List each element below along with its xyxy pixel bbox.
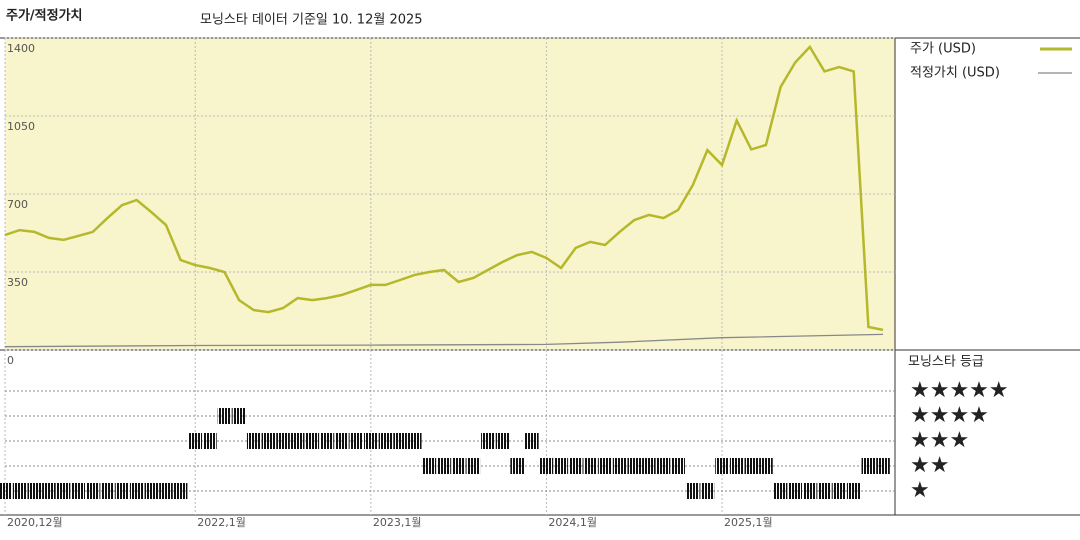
x-tick-label: 2020,12월 bbox=[7, 516, 63, 529]
rating-bar bbox=[129, 483, 144, 499]
rating-label: ★★★★★ bbox=[910, 378, 1009, 403]
x-tick-label: 2023,1월 bbox=[373, 516, 422, 529]
rating-bar bbox=[27, 483, 42, 499]
rating-bar bbox=[612, 458, 627, 474]
rating-bar bbox=[407, 433, 422, 449]
rating-bar bbox=[788, 483, 803, 499]
rating-bar bbox=[0, 483, 12, 499]
y-tick-label: 0 bbox=[7, 354, 14, 367]
rating-bar bbox=[832, 483, 846, 499]
rating-bar bbox=[290, 433, 305, 449]
rating-bar bbox=[276, 433, 290, 449]
rating-bar bbox=[12, 483, 27, 499]
rating-bar bbox=[349, 433, 364, 449]
rating-bar bbox=[466, 458, 481, 474]
rating-bar bbox=[759, 458, 773, 474]
rating-bar bbox=[481, 433, 495, 449]
y-tick-label: 350 bbox=[7, 276, 28, 289]
rating-title: 모닝스타 등급 bbox=[908, 355, 984, 370]
rating-bar bbox=[846, 483, 861, 499]
series-line bbox=[4, 44, 884, 332]
rating-bar bbox=[393, 433, 407, 449]
rating-bar bbox=[188, 433, 203, 449]
rating-bar bbox=[656, 458, 671, 474]
rating-bar bbox=[598, 458, 612, 474]
rating-bar bbox=[583, 458, 598, 474]
legend-label: 적정가치 (USD) bbox=[910, 66, 1000, 81]
rating-bar bbox=[159, 483, 173, 499]
rating-bar bbox=[85, 483, 100, 499]
rating-label: ★★ bbox=[910, 453, 949, 478]
rating-bar bbox=[364, 433, 378, 449]
rating-bar bbox=[700, 483, 715, 499]
y-tick-label: 700 bbox=[7, 198, 28, 211]
rating-bar bbox=[671, 458, 685, 474]
rating-bar bbox=[378, 433, 393, 449]
rating-bar bbox=[232, 408, 246, 424]
rating-bar bbox=[305, 433, 320, 449]
rating-bar bbox=[451, 458, 466, 474]
rating-bar bbox=[115, 483, 129, 499]
rating-bar bbox=[817, 483, 832, 499]
rating-bar bbox=[568, 458, 583, 474]
rating-bar bbox=[539, 458, 554, 474]
rating-bar bbox=[56, 483, 71, 499]
rating-bar bbox=[861, 458, 876, 474]
rating-bar bbox=[144, 483, 159, 499]
rating-bar bbox=[773, 483, 788, 499]
rating-bar bbox=[524, 433, 539, 449]
chart-title: 주가/적정가치 bbox=[6, 8, 83, 24]
rating-bar bbox=[627, 458, 642, 474]
rating-bar bbox=[729, 458, 744, 474]
series-line bbox=[4, 333, 884, 348]
rating-bar bbox=[437, 458, 451, 474]
rating-bar bbox=[246, 433, 261, 449]
rating-bar bbox=[261, 433, 276, 449]
x-tick-label: 2022,1월 bbox=[197, 516, 246, 529]
rating-bar bbox=[100, 483, 115, 499]
rating-bar bbox=[510, 458, 524, 474]
legend-label: 주가 (USD) bbox=[910, 42, 976, 57]
rating-label: ★★★ bbox=[910, 428, 969, 453]
y-tick-label: 1050 bbox=[7, 120, 35, 133]
rating-label: ★★★★ bbox=[910, 403, 989, 428]
rating-bar bbox=[876, 458, 890, 474]
rating-label: ★ bbox=[910, 478, 930, 503]
rating-bar bbox=[42, 483, 56, 499]
chart-subtitle: 모닝스타 데이터 기준일 10. 12월 2025 bbox=[200, 13, 423, 28]
rating-bar bbox=[320, 433, 334, 449]
rating-bar bbox=[71, 483, 85, 499]
rating-bar bbox=[554, 458, 568, 474]
rating-bar bbox=[685, 483, 700, 499]
x-tick-label: 2025,1월 bbox=[724, 516, 773, 529]
rating-bar bbox=[203, 433, 217, 449]
rating-bar bbox=[217, 408, 232, 424]
rating-bar bbox=[715, 458, 729, 474]
rating-bar bbox=[334, 433, 349, 449]
rating-bar bbox=[642, 458, 656, 474]
rating-bar bbox=[495, 433, 510, 449]
rating-bar bbox=[173, 483, 188, 499]
rating-bar bbox=[744, 458, 759, 474]
rating-bar bbox=[422, 458, 437, 474]
y-tick-label: 1400 bbox=[7, 42, 35, 55]
x-tick-label: 2024,1월 bbox=[548, 516, 597, 529]
rating-bar bbox=[803, 483, 817, 499]
